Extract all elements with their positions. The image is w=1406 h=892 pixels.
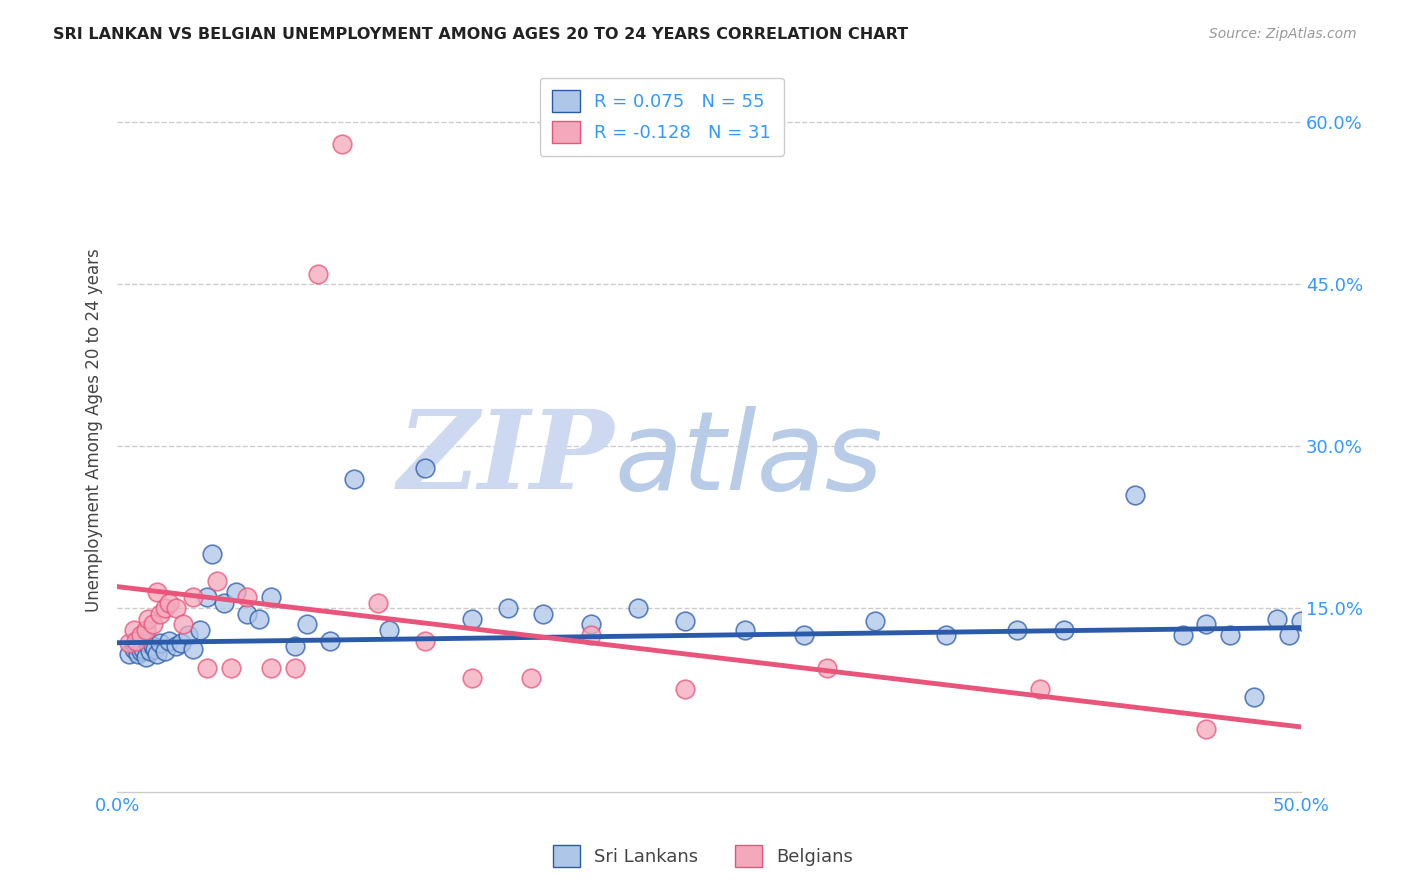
Text: Source: ZipAtlas.com: Source: ZipAtlas.com (1209, 27, 1357, 41)
Point (236, 591, 259, 605)
Point (1195, 722, 1218, 736)
Point (1123, 488, 1146, 502)
Point (128, 647, 150, 661)
Point (307, 267, 329, 281)
Point (413, 633, 436, 648)
Point (579, 628, 602, 642)
Point (181, 591, 204, 605)
Text: atlas: atlas (614, 406, 883, 513)
Point (153, 644, 176, 658)
Point (212, 596, 235, 610)
Point (378, 623, 401, 637)
Point (205, 574, 228, 589)
Point (496, 601, 519, 615)
Point (225, 585, 247, 599)
Point (118, 647, 141, 661)
Point (142, 617, 165, 632)
Point (139, 644, 162, 658)
Point (135, 649, 157, 664)
Text: ZIP: ZIP (398, 405, 614, 513)
Point (149, 636, 172, 650)
Point (1171, 628, 1194, 642)
Point (673, 614, 696, 628)
Point (330, 137, 353, 152)
Point (520, 671, 543, 685)
Point (815, 660, 838, 674)
Point (1289, 614, 1312, 628)
Point (188, 623, 211, 637)
Point (181, 642, 204, 657)
Point (461, 671, 484, 685)
Point (367, 596, 389, 610)
Point (1219, 628, 1241, 642)
Point (295, 617, 318, 632)
Point (284, 639, 307, 653)
Point (122, 623, 145, 637)
Point (260, 660, 283, 674)
Point (1265, 612, 1288, 626)
Point (863, 614, 886, 628)
Point (195, 660, 218, 674)
Point (734, 623, 756, 637)
Point (260, 591, 283, 605)
Legend: R = 0.075   N = 55, R = -0.128   N = 31: R = 0.075 N = 55, R = -0.128 N = 31 (540, 78, 783, 156)
Point (201, 547, 224, 561)
Text: SRI LANKAN VS BELGIAN UNEMPLOYMENT AMONG AGES 20 TO 24 YEARS CORRELATION CHART: SRI LANKAN VS BELGIAN UNEMPLOYMENT AMONG… (53, 27, 908, 42)
Point (142, 639, 165, 653)
Point (165, 639, 187, 653)
Point (146, 647, 169, 661)
Point (146, 585, 169, 599)
Point (177, 628, 200, 642)
Point (319, 633, 342, 648)
Point (1195, 617, 1218, 632)
Point (1243, 690, 1265, 704)
Point (1313, 623, 1336, 637)
Point (165, 601, 187, 615)
Point (136, 636, 159, 650)
Point (157, 596, 180, 610)
Point (172, 617, 194, 632)
Y-axis label: Unemployment Among Ages 20 to 24 years: Unemployment Among Ages 20 to 24 years (86, 248, 103, 612)
Point (343, 472, 366, 486)
Point (793, 628, 815, 642)
Point (1053, 623, 1076, 637)
Point (129, 628, 152, 642)
Point (531, 607, 554, 621)
Point (125, 639, 148, 653)
Point (153, 601, 176, 615)
Point (247, 612, 270, 626)
Point (157, 633, 180, 648)
Point (136, 612, 159, 626)
Point (284, 660, 307, 674)
Point (219, 660, 242, 674)
Point (579, 617, 602, 632)
Point (1302, 591, 1324, 605)
Point (118, 636, 141, 650)
Point (461, 612, 484, 626)
Point (1278, 628, 1301, 642)
Point (236, 607, 259, 621)
Point (1029, 682, 1052, 697)
Legend: Sri Lankans, Belgians: Sri Lankans, Belgians (546, 838, 860, 874)
Point (149, 607, 172, 621)
Point (129, 644, 152, 658)
Point (935, 628, 957, 642)
Point (122, 642, 145, 657)
Point (195, 591, 218, 605)
Point (125, 633, 148, 648)
Point (1005, 623, 1028, 637)
Point (673, 682, 696, 697)
Point (132, 642, 155, 657)
Point (170, 636, 193, 650)
Point (627, 601, 650, 615)
Point (413, 461, 436, 475)
Point (143, 642, 166, 657)
Point (135, 623, 157, 637)
